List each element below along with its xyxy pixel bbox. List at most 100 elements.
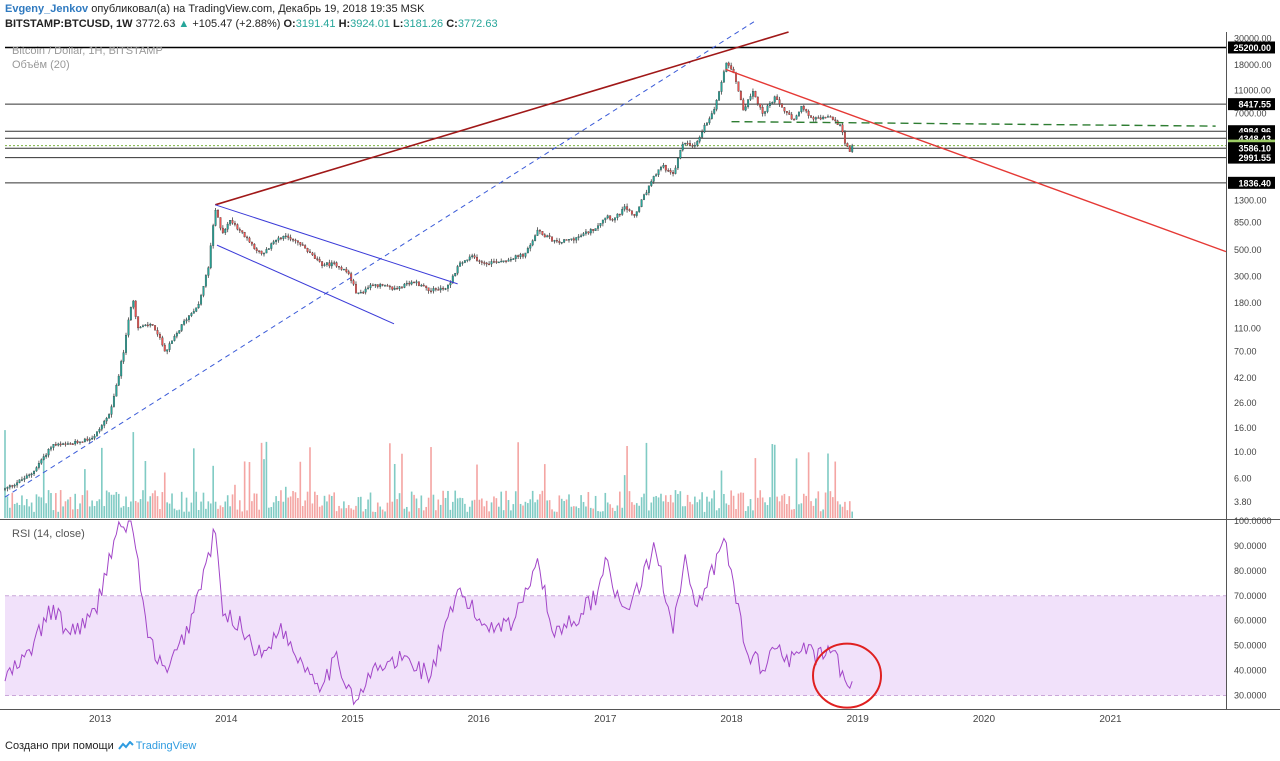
candle-body [708,118,711,124]
candle-body [309,251,311,254]
candle-body [480,261,483,263]
candle-body [30,473,33,476]
volume-bar [11,492,14,518]
volume-bar [166,502,168,518]
volume-bar [832,497,834,518]
candle-body [667,170,670,172]
volume-bar [553,511,556,518]
volume-bar [4,430,6,518]
volume-bar [171,493,173,518]
volume-bar [589,507,592,518]
candle-body [219,217,222,229]
candle-body [330,262,333,267]
volume-bar [626,446,628,518]
candle-body [604,217,607,221]
volume-bar [202,492,205,518]
volume-bar [435,510,437,518]
volume-bar [660,493,662,518]
candle-body [25,475,28,479]
volume-bar [689,501,691,518]
candle-body [720,81,723,92]
y-tick-label: 30000.00 [1234,33,1272,43]
candle-body [154,325,157,331]
volume-bar [798,504,800,518]
volume-bar [686,494,689,518]
rsi-tick-label: 70.0000 [1234,591,1267,601]
volume-bar [180,491,183,518]
candle-body [403,283,406,288]
candle-body [16,482,19,486]
candle-body [359,291,362,294]
volume-bar [718,508,720,518]
volume-bar [783,493,786,518]
volume-bar [817,491,820,518]
candle-body [54,444,57,446]
volume-bar [306,491,309,518]
volume-bar [819,511,822,518]
y-tick-label: 26.00 [1234,398,1257,408]
candle-body [437,289,440,291]
volume-bar [582,501,585,518]
volume-bar [229,506,231,518]
rsi-tick-label: 100.0000 [1234,516,1272,526]
candle-body [132,300,135,308]
candle-body [265,249,268,254]
volume-bar [764,502,766,518]
candle-body [83,438,86,442]
volume-bar [352,509,355,518]
candle-body [323,264,326,266]
candle-body [660,167,662,170]
candle-body [560,242,563,244]
rsi-tick-label: 30.0000 [1234,691,1267,701]
volume-bar [272,502,275,518]
volume-bar [173,508,176,518]
volume-bar [154,490,156,518]
volume-bar [754,458,757,518]
candle-body [260,250,263,254]
candle-body [66,443,69,445]
candle-body [802,105,805,110]
rsi-tick-label: 50.0000 [1234,641,1267,651]
volume-bar [309,447,311,518]
volume-bar [844,501,846,518]
candle-body [20,479,23,481]
candle-body [146,324,149,327]
volume-bar [108,492,110,518]
volume-bar [628,491,631,518]
price-tag-label: 3586.10 [1238,144,1271,154]
series-legend[interactable]: Bitcoin / Dollar, 1H, BITSTAMP [12,45,163,57]
candle-body [212,225,215,246]
candle-body [454,272,457,277]
volume-bar [139,499,142,518]
x-tick-label: 2021 [1099,714,1122,725]
volume-bar [115,491,118,518]
volume-bar [234,484,236,518]
rsi-legend[interactable]: RSI (14, close) [12,528,85,540]
volume-bar [851,511,854,518]
candle-body [371,284,374,287]
candle-body [466,259,469,261]
candle-body [751,91,754,97]
volume-bar [132,432,135,518]
volume-bar [771,444,774,518]
candle-body [650,181,653,186]
y-tick-label: 300.00 [1234,271,1262,281]
volume-bar [422,510,425,518]
author-link[interactable]: Evgeny_Jenkov [5,3,89,15]
candle-body [461,262,464,264]
volume-bar [98,499,101,518]
volume-bar [573,506,575,518]
volume-bar [645,442,648,518]
volume-legend[interactable]: Объём (20) [12,59,70,71]
tradingview-link[interactable]: TradingView [135,740,197,752]
candle-body [100,425,103,430]
volume-bar [802,493,805,518]
candle-body [488,263,491,266]
volume-bar [793,509,795,518]
candle-body [183,320,186,325]
volume-bar [246,510,248,518]
volume-bar [355,505,357,518]
candle-body [793,119,796,121]
volume-bar [713,490,716,518]
